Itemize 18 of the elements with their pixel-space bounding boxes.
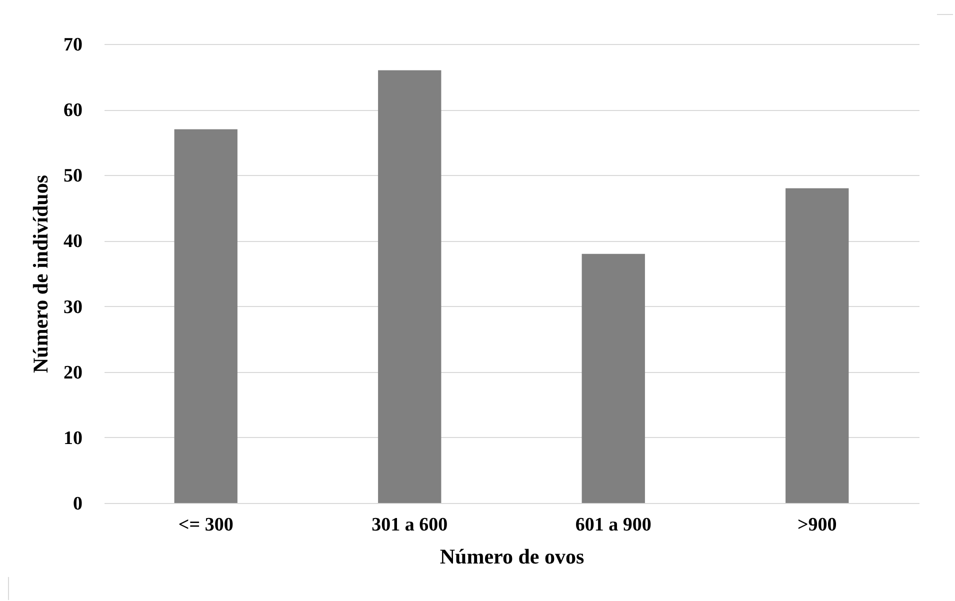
- y-tick-label: 20: [64, 362, 82, 384]
- x-tick-label: 601 a 900: [575, 514, 652, 536]
- x-tick-label: 301 a 600: [372, 514, 448, 536]
- y-tick-label: 50: [64, 166, 82, 187]
- y-tick-label: 0: [73, 494, 82, 514]
- x-tick-label: >900: [797, 514, 837, 536]
- y-tick-label: 10: [64, 428, 82, 449]
- y-tick-label: 70: [64, 34, 82, 56]
- bar: [378, 70, 442, 503]
- bar: [786, 188, 849, 503]
- y-tick-label: 60: [64, 100, 82, 122]
- y-tick-label: 30: [64, 296, 82, 318]
- x-axis-title: Número de ovos: [440, 544, 584, 568]
- y-tick-label: 40: [64, 231, 82, 252]
- bar: [582, 254, 645, 503]
- x-tick-label: <= 300: [178, 514, 234, 536]
- y-axis-title: Número de indivíduos: [28, 175, 52, 373]
- bar: [174, 129, 238, 503]
